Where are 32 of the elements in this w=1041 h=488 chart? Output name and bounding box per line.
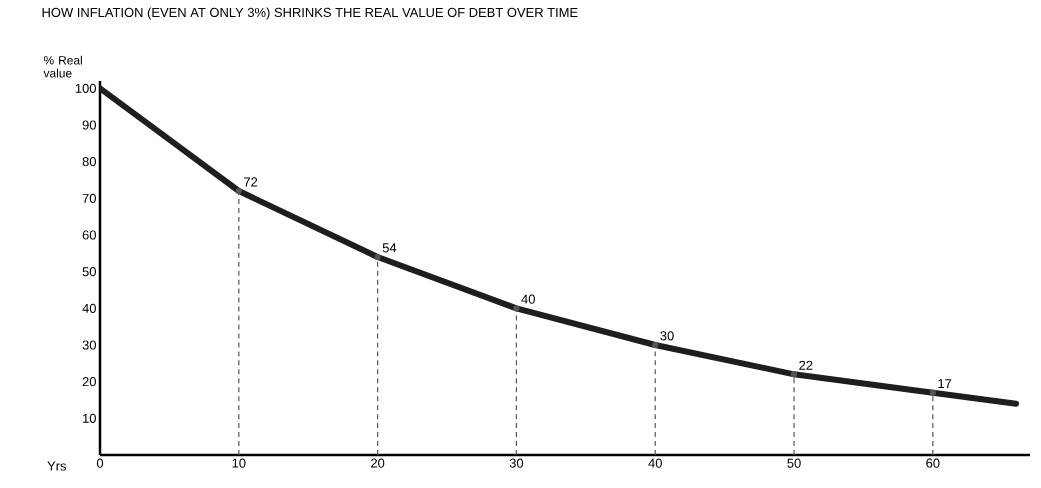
y-tick-label: 80 — [82, 157, 96, 167]
y-axis-title: % Real value — [43, 55, 82, 78]
data-label: 40 — [521, 294, 535, 304]
y-tick-label: 100 — [75, 83, 96, 93]
x-tick-label: 30 — [509, 458, 524, 468]
point — [790, 371, 798, 378]
y-tick-label: 30 — [82, 340, 96, 350]
x-tick-label: 10 — [232, 458, 246, 468]
point — [929, 389, 936, 396]
data-label: 22 — [799, 360, 813, 370]
point — [235, 187, 242, 195]
x-tick-label: 40 — [648, 458, 662, 468]
x-tick-label: 50 — [787, 458, 801, 468]
y-tick-label: 90 — [82, 120, 96, 130]
point — [652, 341, 659, 349]
point — [513, 305, 520, 312]
data-label: 72 — [244, 177, 258, 187]
y-tick-label: 60 — [82, 230, 96, 240]
x-tick-label: 20 — [371, 458, 385, 468]
chart-title: HOW INFLATION (EVEN AT ONLY 3%) SHRINKS THE REAL VALUE OF DEBT OVER TIME — [42, 7, 578, 20]
x-tick-label: 0 — [96, 458, 104, 468]
data-label: 30 — [660, 331, 674, 341]
y-tick-label: 40 — [82, 303, 96, 313]
y-tick-label: 50 — [82, 267, 96, 277]
y-tick-label: 20 — [82, 377, 96, 387]
data-label: 17 — [938, 379, 952, 389]
y-tick-label: 70 — [82, 193, 96, 203]
y-tick-label: 10 — [83, 413, 96, 423]
x-axis-title: Yrs — [47, 461, 67, 471]
point — [374, 253, 381, 261]
data-label: 54 — [382, 243, 397, 253]
x-tick-label: 60 — [926, 458, 940, 468]
